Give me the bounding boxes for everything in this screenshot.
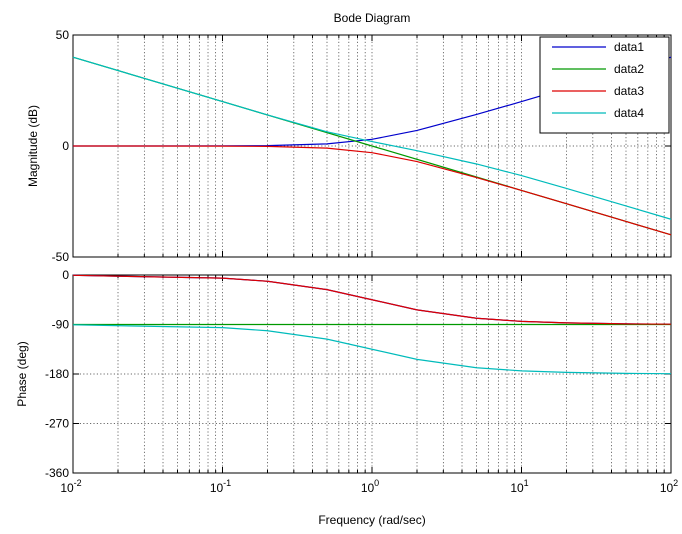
x-tick-label: 10-2 <box>60 478 81 495</box>
x-tick-label: 10-1 <box>210 478 231 495</box>
phase-ytick-label: -270 <box>45 417 69 431</box>
magnitude-ytick-label: -50 <box>52 250 70 264</box>
phase-series-data4 <box>72 324 672 375</box>
x-tick-labels: 10-2 10-1 100 101 102 <box>60 478 678 495</box>
phase-ylabel: Phase (deg) <box>15 341 29 406</box>
legend-label-data3: data3 <box>614 84 644 98</box>
legend-box <box>539 36 670 134</box>
x-tick-label: 102 <box>660 478 678 495</box>
magnitude-series-data4 <box>72 56 672 220</box>
magnitude-ylabel: Magnitude (dB) <box>26 105 40 187</box>
phase-ytick-label: -180 <box>45 367 69 381</box>
phase-ticks: 0 -90 -180 -270 -360 <box>45 268 672 480</box>
phase-ytick-label: 0 <box>62 268 69 282</box>
legend: data1 data2 data3 data4 <box>539 36 670 134</box>
magnitude-ytick-label: 50 <box>56 28 70 42</box>
legend-label-data1: data1 <box>614 40 644 54</box>
phase-series-data3 <box>72 274 672 325</box>
x-tick-label: 100 <box>361 478 379 495</box>
legend-label-data2: data2 <box>614 62 644 76</box>
phase-ytick-label: -360 <box>45 466 69 480</box>
magnitude-ytick-label: 0 <box>62 139 69 153</box>
x-tick-label: 101 <box>510 478 528 495</box>
phase-series <box>72 274 672 375</box>
phase-ytick-label: -90 <box>52 318 70 332</box>
phase-panel: 0 -90 -180 -270 -360 Phase (deg) <box>15 268 672 480</box>
chart-title: Bode Diagram <box>334 11 411 25</box>
x-axis-label: Frequency (rad/sec) <box>318 513 425 527</box>
magnitude-series-data3 <box>72 145 672 236</box>
legend-label-data4: data4 <box>614 106 644 120</box>
